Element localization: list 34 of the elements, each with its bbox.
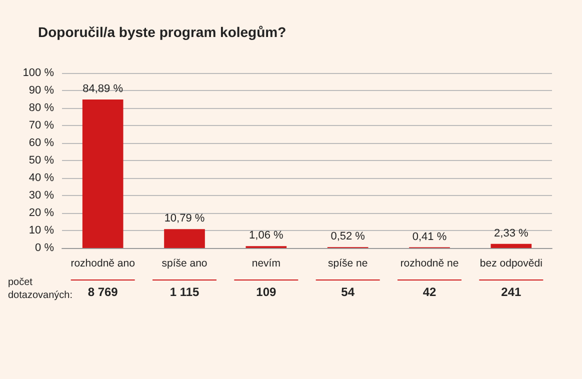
y-tick-label: 10 %	[28, 224, 54, 236]
data-label: 84,89 %	[82, 82, 124, 95]
y-tick-label: 0 %	[35, 242, 54, 254]
text: 54	[341, 285, 355, 299]
x-tick-label: rozhodně ne	[400, 258, 459, 270]
data-label: 1,06 %	[249, 230, 284, 242]
y-tick-label: 40 %	[28, 172, 54, 184]
y-tick-label: 30 %	[28, 190, 54, 202]
x-tick-label: spíše ano	[162, 258, 208, 270]
x-tick-label: bez odpovědi	[480, 258, 542, 270]
y-tick-label: 70 %	[28, 120, 54, 132]
text: 8 769	[88, 285, 118, 299]
x-tick-label: spíše ne	[328, 258, 368, 270]
data-label: 10,79 %	[164, 212, 205, 225]
data-label: 2,33 %	[494, 227, 529, 240]
y-tick-label: 50 %	[28, 154, 54, 166]
x-tick-label: nevím	[252, 258, 281, 270]
bar	[164, 229, 205, 248]
y-tick-label: 100 %	[22, 67, 54, 79]
y-tick-label: 60 %	[28, 137, 54, 149]
text: počet dotazovaných:	[8, 277, 72, 301]
text: 42	[422, 285, 436, 299]
chart-title: Doporučil/a byste program kolegům?	[38, 24, 286, 40]
data-label: 0,41 %	[412, 230, 447, 243]
y-tick-label: 90 %	[28, 84, 54, 96]
text: 241	[501, 285, 522, 299]
bar	[82, 99, 124, 248]
y-tick-label: 20 %	[28, 207, 54, 219]
data-label: 0,52 %	[330, 230, 366, 243]
bar	[490, 244, 532, 248]
y-tick-label: 80 %	[28, 102, 54, 114]
text: 1 115	[170, 285, 200, 299]
text: 109	[256, 285, 276, 299]
x-tick-label: rozhodně ano	[70, 258, 136, 270]
